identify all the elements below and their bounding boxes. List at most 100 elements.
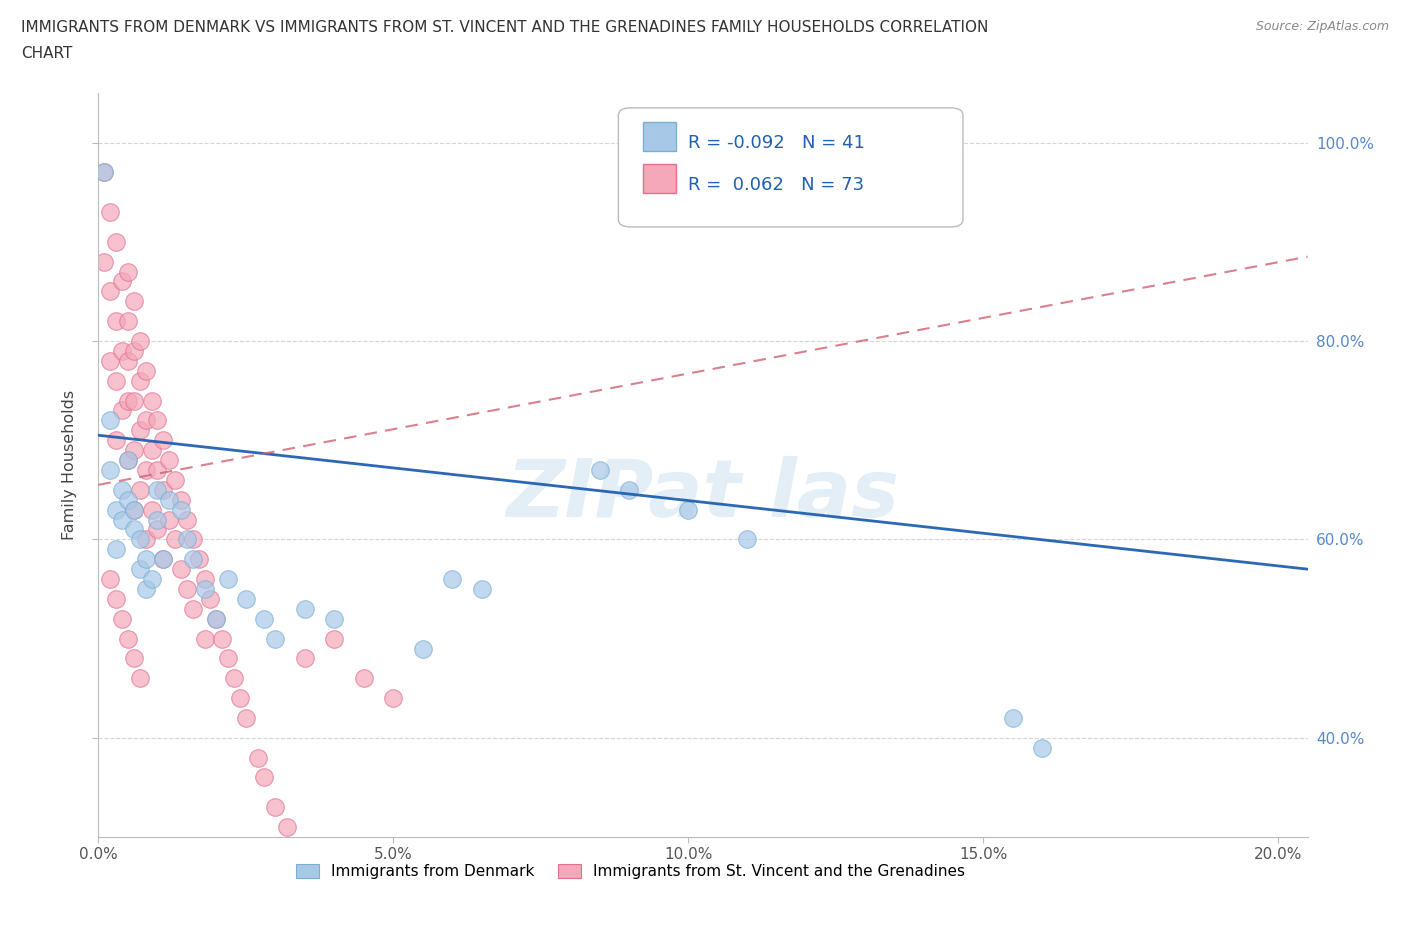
Point <box>117 313 139 328</box>
Point <box>264 800 287 815</box>
Point <box>152 432 174 447</box>
Point <box>111 611 134 626</box>
Point <box>276 819 298 834</box>
Point <box>98 462 121 477</box>
Point <box>1031 740 1053 755</box>
Point <box>122 502 145 517</box>
Point <box>105 502 128 517</box>
Point <box>146 483 169 498</box>
Point <box>141 502 163 517</box>
Point <box>135 462 157 477</box>
Legend: Immigrants from Denmark, Immigrants from St. Vincent and the Grenadines: Immigrants from Denmark, Immigrants from… <box>290 857 972 885</box>
Point <box>187 551 209 566</box>
Text: ZIPat las: ZIPat las <box>506 456 900 534</box>
Point <box>128 532 150 547</box>
Point <box>217 572 239 587</box>
Point <box>128 373 150 388</box>
FancyBboxPatch shape <box>619 108 963 227</box>
Point <box>122 294 145 309</box>
Point <box>128 562 150 577</box>
Point <box>98 205 121 219</box>
Point <box>222 671 245 685</box>
Point <box>117 264 139 279</box>
Point <box>152 551 174 566</box>
FancyBboxPatch shape <box>643 165 676 193</box>
Point <box>353 671 375 685</box>
FancyBboxPatch shape <box>643 122 676 151</box>
Point <box>181 532 204 547</box>
Point <box>619 483 641 498</box>
Point <box>170 492 193 507</box>
Point <box>93 165 115 179</box>
Point <box>146 512 169 527</box>
Point <box>117 353 139 368</box>
Point <box>111 512 134 527</box>
Point <box>122 522 145 537</box>
Point <box>105 313 128 328</box>
Point <box>181 551 204 566</box>
Point <box>98 413 121 428</box>
Text: IMMIGRANTS FROM DENMARK VS IMMIGRANTS FROM ST. VINCENT AND THE GRENADINES FAMILY: IMMIGRANTS FROM DENMARK VS IMMIGRANTS FR… <box>21 20 988 35</box>
Point <box>93 165 115 179</box>
Point <box>246 751 269 765</box>
Text: R =  0.062   N = 73: R = 0.062 N = 73 <box>689 177 865 194</box>
Point <box>152 483 174 498</box>
Point <box>412 641 434 656</box>
Point <box>170 562 193 577</box>
Point <box>264 631 287 646</box>
Point <box>589 462 612 477</box>
Point <box>194 631 217 646</box>
Point <box>111 274 134 289</box>
Point <box>105 542 128 557</box>
Text: Source: ZipAtlas.com: Source: ZipAtlas.com <box>1256 20 1389 33</box>
Point <box>157 492 180 507</box>
Point <box>105 234 128 249</box>
Point <box>235 711 257 725</box>
Point <box>146 413 169 428</box>
Point <box>117 453 139 468</box>
Point <box>141 572 163 587</box>
Point <box>122 502 145 517</box>
Point <box>194 581 217 596</box>
Point <box>176 532 198 547</box>
Point <box>678 502 700 517</box>
Point <box>294 651 316 666</box>
Point <box>294 602 316 617</box>
Point <box>176 581 198 596</box>
Y-axis label: Family Households: Family Households <box>62 390 77 540</box>
Point <box>122 651 145 666</box>
Point <box>170 502 193 517</box>
Text: CHART: CHART <box>21 46 73 61</box>
Point <box>135 581 157 596</box>
Point <box>235 591 257 606</box>
Point <box>111 483 134 498</box>
Point <box>135 413 157 428</box>
Point <box>135 364 157 379</box>
Point <box>98 572 121 587</box>
Point <box>157 512 180 527</box>
Point <box>382 691 405 706</box>
Point <box>128 423 150 438</box>
Point <box>200 591 222 606</box>
Point <box>141 393 163 408</box>
Point <box>205 611 228 626</box>
Point <box>98 284 121 299</box>
Point <box>111 403 134 418</box>
Point <box>98 353 121 368</box>
Point <box>117 393 139 408</box>
Point <box>211 631 233 646</box>
Point <box>117 453 139 468</box>
Point <box>176 512 198 527</box>
Point <box>1001 711 1024 725</box>
Point <box>117 492 139 507</box>
Point <box>194 572 217 587</box>
Point <box>323 631 346 646</box>
Point <box>252 770 274 785</box>
Point <box>122 393 145 408</box>
Point <box>135 532 157 547</box>
Point <box>165 532 187 547</box>
Point <box>152 551 174 566</box>
Point <box>205 611 228 626</box>
Point <box>157 453 180 468</box>
Point <box>122 343 145 358</box>
